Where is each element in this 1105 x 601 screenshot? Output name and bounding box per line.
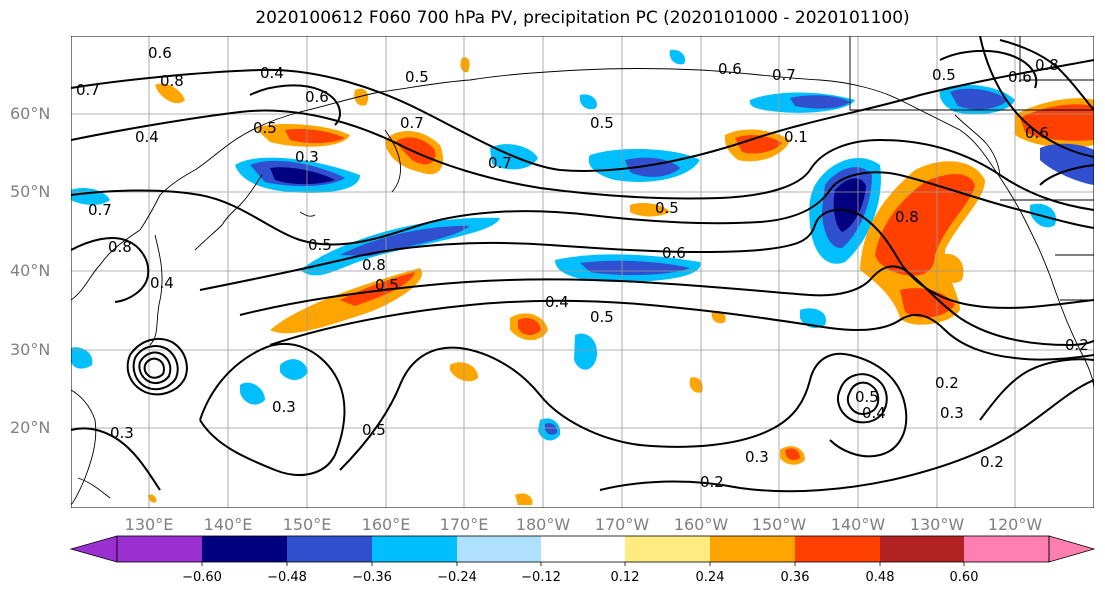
pv-contours [71, 36, 1094, 493]
contour-label: 0.5 [253, 119, 277, 137]
contour-label: 0.5 [855, 388, 879, 406]
lon-label: 180°W [515, 515, 571, 534]
colorbar-tick-label: 0.36 [780, 570, 810, 585]
contour-label: 0.5 [932, 66, 956, 84]
colorbar-segment [795, 536, 880, 562]
contour-label: 0.4 [260, 64, 284, 82]
contour-label: 0.4 [135, 128, 159, 146]
colorbar-segment [287, 536, 372, 562]
contour-label: 0.8 [1035, 56, 1059, 74]
colorbar-segment [372, 536, 457, 562]
contour-label: 0.7 [400, 114, 424, 132]
colorbar-segment [117, 536, 202, 562]
contour-label: 0.5 [590, 114, 614, 132]
contour-label: 0.4 [150, 274, 174, 292]
contour-label: 0.6 [305, 88, 329, 106]
lon-label: 170°E [439, 515, 489, 534]
lon-label: 140°W [830, 515, 886, 534]
contour-label: 0.3 [940, 404, 964, 422]
contour-label: 0.5 [590, 308, 614, 326]
contour-label: 0.5 [362, 421, 386, 439]
colorbar-over-arrow [1048, 535, 1096, 563]
contour-label: 0.4 [862, 404, 886, 422]
colorbar-tick-label: −0.24 [437, 570, 477, 585]
lat-label: 60°N [10, 104, 51, 123]
lon-label: 130°E [124, 515, 174, 534]
contour-label: 0.8 [362, 256, 386, 274]
contour-label: 0.4 [545, 293, 569, 311]
colorbar-segment [710, 536, 795, 562]
precip-shading [71, 49, 1094, 505]
lon-label: 150°W [751, 515, 807, 534]
contour-label: 0.8 [160, 72, 184, 90]
contour-label: 0.6 [662, 244, 686, 262]
lon-label: 150°E [282, 515, 332, 534]
contour-label: 0.6 [1025, 124, 1049, 142]
lat-label: 30°N [10, 340, 51, 359]
lon-label: 140°E [203, 515, 253, 534]
contour-label: 0.5 [405, 68, 429, 86]
colorbar-segment [964, 536, 1049, 562]
lon-label: 120°W [987, 515, 1043, 534]
contour-label: 0.2 [1065, 336, 1089, 354]
colorbar-segment [202, 536, 287, 562]
lon-label: 160°E [361, 515, 411, 534]
colorbar-segment [541, 536, 625, 562]
lat-label: 40°N [10, 261, 51, 280]
contour-label: 0.8 [895, 208, 919, 226]
contour-labels: 0.6 0.8 0.4 0.7 0.5 0.6 0.7 0.5 0.6 0.6 … [76, 44, 1089, 491]
colorbar-tick-label: −0.60 [182, 570, 222, 585]
contour-label: 0.2 [980, 453, 1004, 471]
colorbar-tick-label: 0.60 [949, 570, 979, 585]
colorbar-under-arrow [69, 535, 118, 563]
contour-label: 0.7 [488, 154, 512, 172]
contour-label: 0.3 [745, 448, 769, 466]
map-title: 2020100612 F060 700 hPa PV, precipitatio… [255, 8, 910, 28]
lon-label: 170°W [594, 515, 650, 534]
contour-label: 0.3 [295, 148, 319, 166]
contour-label: 0.6 [1008, 68, 1032, 86]
colorbar [69, 535, 1096, 566]
graticule [71, 36, 1094, 508]
colorbar-segment [625, 536, 710, 562]
contour-label: 0.2 [700, 473, 724, 491]
contour-label: 0.2 [935, 374, 959, 392]
colorbar-tick-label: 0.24 [695, 570, 725, 585]
colorbar-tick-label: −0.12 [521, 570, 561, 585]
colorbar-segment [457, 536, 541, 562]
colorbar-tick-label: −0.36 [352, 570, 392, 585]
lat-label: 50°N [10, 182, 51, 201]
contour-label: 0.5 [308, 236, 332, 254]
contour-label: 0.8 [108, 238, 132, 256]
contour-label: 0.5 [375, 276, 399, 294]
lat-label: 20°N [10, 418, 51, 437]
contour-label: 0.7 [76, 81, 100, 99]
contour-label: 0.6 [718, 60, 742, 78]
colorbar-segment [880, 536, 964, 562]
contour-label: 0.3 [272, 398, 296, 416]
colorbar-tick-label: 0.48 [865, 570, 895, 585]
map-panel: 0.6 0.8 0.4 0.7 0.5 0.6 0.7 0.5 0.6 0.6 … [71, 36, 1094, 508]
colorbar-tick-label: −0.48 [267, 570, 307, 585]
contour-label: 0.3 [110, 424, 134, 442]
contour-label: 0.7 [88, 201, 112, 219]
lon-label: 130°W [909, 515, 965, 534]
contour-label: 0.1 [784, 128, 808, 146]
contour-label: 0.5 [655, 199, 679, 217]
contour-label: 0.6 [148, 44, 172, 62]
contour-label: 0.7 [772, 66, 796, 84]
lon-label: 160°W [673, 515, 729, 534]
colorbar-tick-label: 0.12 [610, 570, 640, 585]
